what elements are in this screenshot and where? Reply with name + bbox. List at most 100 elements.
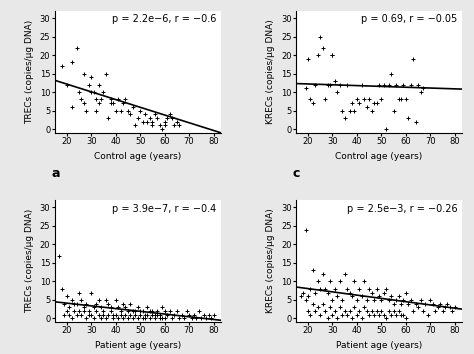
Point: [341, 271, 348, 277]
Point: [365, 97, 373, 102]
Point: [375, 312, 383, 318]
Point: [87, 290, 95, 295]
Point: [58, 286, 65, 292]
Point: [102, 71, 109, 76]
Point: [402, 316, 410, 321]
Point: [105, 312, 112, 318]
Point: [368, 290, 375, 295]
Point: [68, 297, 75, 303]
Point: [373, 286, 380, 292]
Point: [356, 286, 363, 292]
Point: [380, 312, 388, 318]
Point: [400, 312, 407, 318]
Point: [424, 312, 432, 318]
Point: [380, 290, 388, 295]
Point: [346, 308, 354, 314]
Point: [370, 312, 378, 318]
Point: [127, 312, 134, 318]
Point: [363, 104, 371, 110]
Point: [63, 308, 71, 314]
Point: [317, 286, 324, 292]
Point: [363, 308, 371, 314]
Point: [390, 308, 397, 314]
Point: [102, 297, 109, 303]
Point: [439, 308, 447, 314]
Point: [87, 74, 95, 80]
Point: [82, 108, 90, 113]
Point: [336, 279, 344, 284]
Point: [358, 82, 365, 87]
Point: [78, 97, 85, 102]
Point: [188, 316, 195, 321]
Point: [446, 304, 454, 310]
Point: [297, 293, 304, 299]
Point: [368, 308, 375, 314]
Point: [124, 316, 132, 321]
Point: [304, 56, 312, 62]
Point: [158, 316, 166, 321]
Point: [156, 316, 164, 321]
Point: [365, 312, 373, 318]
Point: [370, 100, 378, 106]
Point: [410, 56, 417, 62]
Point: [375, 82, 383, 87]
Point: [351, 108, 358, 113]
Point: [363, 297, 371, 303]
Point: [395, 97, 402, 102]
Point: [148, 122, 156, 128]
Text: p = 3.9e−7, r = −0.4: p = 3.9e−7, r = −0.4: [112, 204, 216, 214]
Point: [343, 82, 351, 87]
Point: [151, 112, 159, 117]
Point: [331, 286, 339, 292]
Point: [317, 34, 324, 39]
Point: [304, 293, 312, 299]
Point: [139, 316, 146, 321]
Point: [348, 100, 356, 106]
Point: [109, 316, 117, 321]
Point: [353, 297, 361, 303]
Point: [375, 293, 383, 299]
Point: [361, 279, 368, 284]
Point: [402, 97, 410, 102]
Point: [97, 316, 105, 321]
Point: [404, 115, 412, 121]
Point: [63, 82, 71, 87]
Point: [134, 304, 142, 310]
Point: [378, 308, 385, 314]
Point: [148, 312, 156, 318]
Point: [78, 297, 85, 303]
Point: [380, 82, 388, 87]
Point: [311, 308, 319, 314]
Point: [112, 297, 119, 303]
Point: [63, 293, 71, 299]
Point: [324, 290, 331, 295]
Point: [92, 97, 100, 102]
Point: [127, 301, 134, 307]
Point: [80, 304, 88, 310]
Point: [85, 312, 92, 318]
Point: [427, 297, 434, 303]
Point: [137, 312, 144, 318]
Point: [328, 297, 336, 303]
X-axis label: Patient age (years): Patient age (years): [95, 341, 181, 350]
Point: [78, 312, 85, 318]
X-axis label: Patient age (years): Patient age (years): [336, 341, 422, 350]
Point: [387, 71, 395, 76]
Point: [195, 308, 203, 314]
Point: [385, 297, 392, 303]
Point: [105, 115, 112, 121]
Point: [163, 312, 171, 318]
Point: [119, 316, 127, 321]
Point: [100, 308, 107, 314]
Point: [117, 108, 124, 113]
Point: [82, 301, 90, 307]
Point: [373, 100, 380, 106]
Point: [122, 97, 129, 102]
Point: [205, 312, 212, 318]
Point: [166, 112, 173, 117]
Point: [156, 312, 164, 318]
Point: [80, 100, 88, 106]
Point: [348, 316, 356, 321]
Point: [373, 308, 380, 314]
Point: [119, 100, 127, 106]
